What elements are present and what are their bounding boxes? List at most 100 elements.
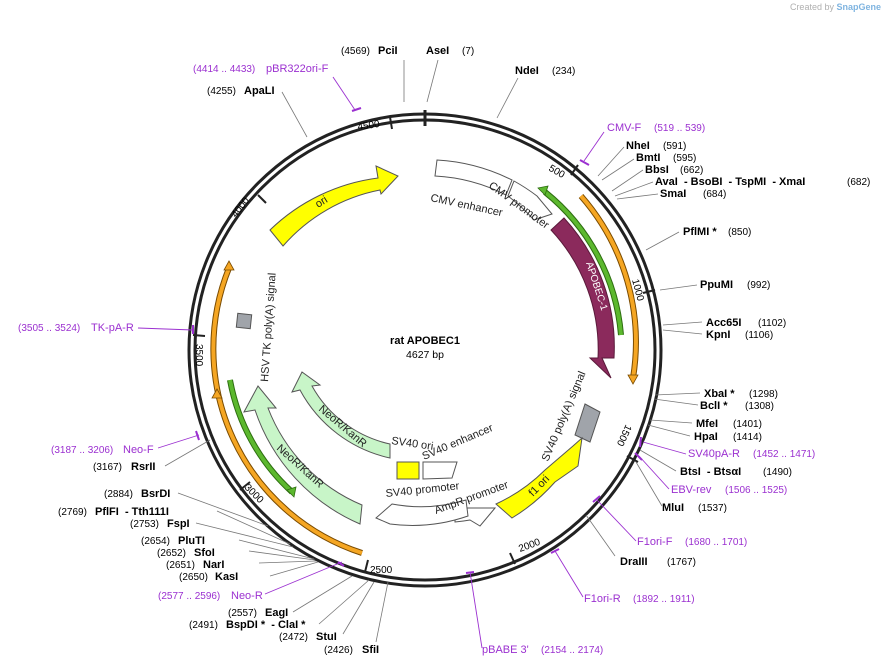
- leader-asei: [426, 59, 439, 103]
- leader-apali: [281, 91, 308, 138]
- primer-pos-pbabe3: (2154 .. 2174): [541, 645, 603, 656]
- primer-name-ebv-rev: EBV-rev: [671, 484, 712, 496]
- tick-1500: [626, 455, 639, 463]
- site-pos-avai: (682): [847, 177, 870, 188]
- leader-f1ori-r: [554, 550, 584, 598]
- tick-4000: [257, 194, 267, 204]
- apobec1-arrow: [550, 217, 615, 379]
- primer-pos-f1ori-r: (1892 .. 1911): [633, 594, 695, 605]
- tick-label-4500: 4500: [357, 119, 381, 133]
- leader-sfoi: [248, 550, 316, 561]
- label-sv40-ori: SV40 ori: [391, 435, 434, 453]
- leader-bcli: [653, 398, 699, 406]
- orange-band-right: [579, 194, 638, 379]
- site-name-ppumi: PpuMI: [700, 279, 733, 291]
- label-neokanr-inner: NeoR/KanR: [316, 403, 369, 450]
- leader-mlui: [635, 461, 663, 507]
- features: [235, 159, 615, 527]
- site-name-smai: SmaI: [660, 188, 686, 200]
- site-name-draiii: DraIII: [620, 556, 648, 568]
- site-labels: (4569) PciI AseI (7) NdeI (234) NheI (59…: [58, 45, 870, 656]
- primer-leader-lines: [137, 76, 687, 649]
- site-pos-ndei: (234): [552, 66, 575, 77]
- cmv-enhancer-arrow: [434, 159, 513, 196]
- site-pos-bcli: (1308): [745, 401, 774, 412]
- green-band-right-arrow: [537, 185, 549, 196]
- site-pos-stui: (2472): [279, 632, 308, 643]
- site-pos-pflfi: (2769): [58, 507, 87, 518]
- primer-name-cmv-f: CMV-F: [607, 122, 642, 134]
- leader-f1ori-f: [596, 499, 637, 542]
- site-pos-nhei: (591): [663, 141, 686, 152]
- leader-btsi: [639, 449, 677, 472]
- credit-brand: SnapGene: [836, 2, 881, 12]
- leader-draiii: [585, 514, 616, 557]
- sv40-enhancer-box: [422, 461, 458, 480]
- site-pos-bbsi: (662): [680, 165, 703, 176]
- site-pos-btsi: (1490): [763, 467, 792, 478]
- site-name-bspdi: BspDI * - ClaI *: [226, 619, 306, 631]
- leader-ebv-rev: [638, 455, 670, 490]
- leader-bsrdi: [177, 492, 269, 527]
- mark-ebv-rev: [634, 452, 643, 461]
- primer-pos-ebv-rev: (1506 .. 1525): [725, 485, 787, 496]
- leader-acc65i: [662, 321, 703, 326]
- site-name-kasi: KasI: [215, 571, 238, 583]
- cmv-promoter-arrow: [507, 180, 553, 221]
- site-name-hpai: HpaI: [694, 431, 718, 443]
- leader-pflfi: [216, 510, 291, 545]
- primer-name-neo-f: Neo-F: [123, 444, 154, 456]
- site-name-pcii: PciI: [378, 45, 398, 57]
- tick-label-4000: 4000: [230, 195, 253, 220]
- site-name-sfii: SfiI: [362, 644, 379, 656]
- green-band-right: [543, 190, 623, 336]
- tick-label-1500: 1500: [614, 423, 634, 448]
- label-ori: ori: [313, 194, 330, 211]
- orange-band-left-arrow: [223, 260, 235, 271]
- leader-cmv-f: [583, 131, 605, 162]
- neokanr-inner-arrow: [291, 371, 391, 459]
- mark-neo-r: [337, 561, 345, 567]
- primer-pos-f1ori-f: (1680 .. 1701): [685, 537, 747, 548]
- site-name-xbai: XbaI *: [704, 388, 735, 400]
- leader-stui: [342, 581, 375, 635]
- sv40-promoter-arrow: [375, 499, 469, 526]
- leader-hpai: [647, 424, 691, 437]
- leader-kpni: [662, 329, 703, 335]
- tick-2000: [509, 552, 516, 565]
- tick-4500: [389, 116, 393, 130]
- leader-sfii: [375, 581, 389, 643]
- hsv-tk-polya-box: [235, 312, 253, 330]
- neokanr-outer-arrow: [243, 385, 363, 525]
- site-pos-bmti: (595): [673, 153, 696, 164]
- mark-cmv-f: [579, 159, 590, 166]
- site-name-nhei: NheI: [626, 140, 650, 152]
- green-band-left: [228, 379, 294, 494]
- tick-label-2000: 2000: [517, 537, 542, 555]
- leader-fspi: [195, 522, 294, 548]
- primer-pos-neo-r: (2577 .. 2596): [158, 591, 220, 602]
- site-name-pflfi: PflFI - Tth111I: [95, 506, 169, 518]
- site-leader-lines: [164, 59, 703, 643]
- site-name-mlui: MluI: [662, 502, 684, 514]
- leader-pbr322ori-f: [332, 76, 356, 111]
- site-name-apali: ApaLI: [244, 85, 275, 97]
- site-pos-bsrdi: (2884): [104, 489, 133, 500]
- leader-bspdi: [318, 579, 370, 625]
- mark-pbr322ori-f: [351, 107, 362, 112]
- label-sv40-promoter: SV40 promoter: [385, 480, 460, 500]
- leader-nhei: [597, 146, 625, 177]
- credit-prefix: Created by: [789, 2, 834, 12]
- site-name-pluti: PluTI: [178, 535, 205, 547]
- site-pos-apali: (4255): [207, 86, 236, 97]
- site-name-acc65i: Acc65I: [706, 317, 741, 329]
- site-pos-kpni: (1106): [745, 330, 773, 341]
- mark-sv40pa-r: [639, 436, 642, 448]
- ori-arrow: [269, 165, 399, 247]
- leader-rsrii: [164, 439, 211, 467]
- plasmid-length: 4627 bp: [406, 349, 444, 361]
- site-name-bcli: BclI *: [700, 400, 728, 412]
- primer-name-neo-r: Neo-R: [231, 590, 263, 602]
- mark-neo-f: [195, 430, 200, 441]
- site-name-eagi: EagI: [265, 607, 288, 619]
